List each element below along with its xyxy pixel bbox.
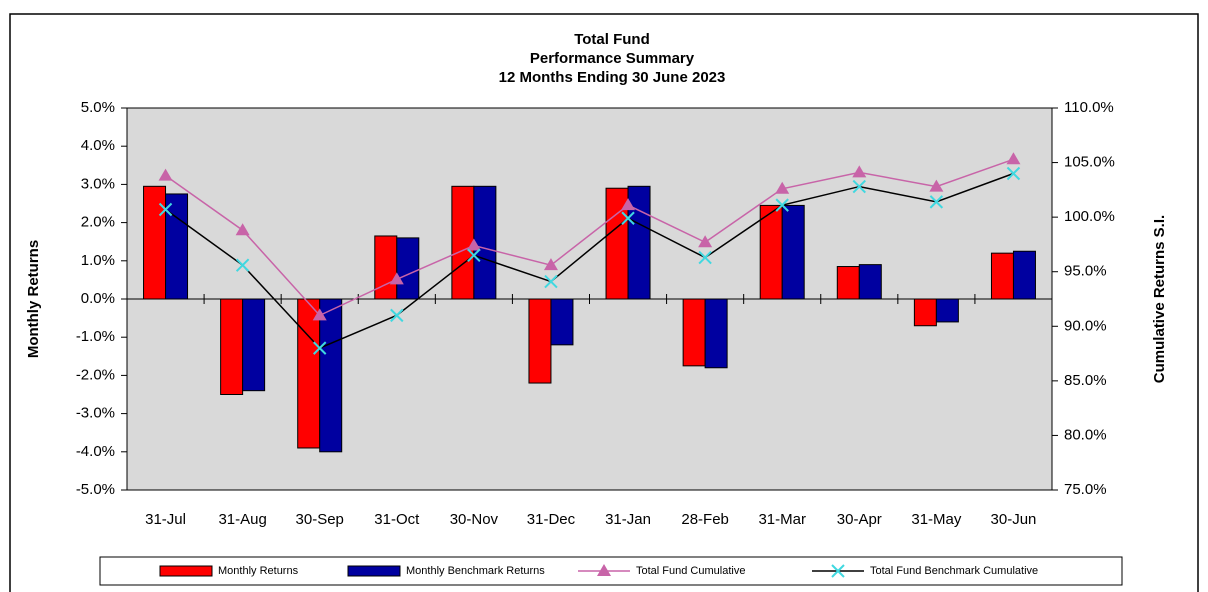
bar [627, 185, 651, 300]
bar [396, 237, 420, 300]
y-axis-label: Monthly Returns [25, 240, 42, 358]
marker [158, 202, 173, 217]
marker [1006, 152, 1021, 165]
chart-border [9, 13, 1199, 592]
legend-swatch [347, 565, 401, 577]
y2-tick-label: 110.0% [1064, 99, 1114, 116]
legend-label: Total Fund Benchmark Cumulative [870, 565, 1038, 577]
bar [451, 185, 475, 300]
y2-tick-label: 90.0% [1064, 317, 1107, 334]
marker [158, 168, 173, 181]
legend-label: Monthly Benchmark Returns [406, 565, 545, 577]
bar [550, 298, 574, 346]
x-tick-label: 30-Nov [450, 511, 499, 528]
marker [852, 165, 867, 178]
marker [775, 181, 790, 194]
y2-axis-label: Cumulative Returns S.I. [1151, 215, 1168, 383]
x-tick-label: 31-Oct [374, 511, 420, 528]
marker [543, 258, 558, 271]
marker [698, 235, 713, 248]
legend-label: Total Fund Cumulative [636, 565, 745, 577]
bar [836, 266, 860, 300]
marker [389, 272, 404, 285]
x-tick-label: 28-Feb [681, 511, 729, 528]
chart-title: Total Fund [574, 31, 650, 48]
x-tick-label: 31-Aug [218, 511, 266, 528]
marker [235, 223, 250, 236]
bar [220, 298, 244, 395]
bar [759, 204, 783, 300]
bar [704, 298, 728, 369]
y2-tick-label: 85.0% [1064, 372, 1107, 389]
y-tick-label: -3.0% [76, 405, 115, 422]
bar [1012, 250, 1036, 300]
legend-marker [831, 564, 845, 578]
bar [473, 185, 497, 300]
y2-tick-label: 105.0% [1064, 154, 1115, 171]
marker [929, 179, 944, 192]
x-tick-label: 30-Jun [991, 511, 1037, 528]
bar [913, 298, 937, 327]
marker [235, 258, 250, 272]
line [165, 158, 1014, 317]
legend-marker [597, 564, 611, 576]
chart-title: Performance Summary [530, 50, 695, 67]
x-tick-label: 31-May [911, 511, 962, 528]
y2-tick-label: 95.0% [1064, 263, 1107, 280]
bar [990, 252, 1014, 300]
y-tick-label: -1.0% [76, 328, 115, 345]
bar [682, 298, 706, 367]
bar [165, 193, 189, 300]
legend-label: Monthly Returns [218, 565, 299, 577]
y2-tick-label: 80.0% [1064, 426, 1107, 443]
y-tick-label: 5.0% [81, 99, 115, 116]
y-tick-label: -4.0% [76, 443, 115, 460]
marker [852, 179, 866, 194]
bar [858, 264, 882, 300]
bar [781, 204, 805, 300]
x-tick-label: 31-Mar [758, 511, 806, 528]
marker [621, 198, 636, 211]
marker [1006, 166, 1021, 181]
marker [544, 274, 558, 289]
y-tick-label: 2.0% [81, 214, 115, 231]
chart-title: 12 Months Ending 30 June 2023 [499, 69, 726, 86]
x-tick-label: 31-Dec [527, 511, 576, 528]
bar [319, 298, 343, 453]
legend-swatch [159, 565, 213, 577]
marker [621, 211, 635, 225]
y-tick-label: 3.0% [81, 175, 115, 192]
line [165, 172, 1014, 350]
x-tick-label: 30-Apr [837, 511, 882, 528]
marker [313, 341, 327, 355]
bar [143, 185, 167, 300]
y2-tick-label: 100.0% [1064, 208, 1115, 225]
y-tick-label: 0.0% [81, 290, 115, 307]
x-tick-label: 31-Jul [145, 511, 186, 528]
bar [935, 298, 959, 323]
bar [242, 298, 266, 392]
y2-tick-label: 75.0% [1064, 481, 1107, 498]
y-tick-label: 4.0% [81, 137, 115, 154]
marker [775, 198, 789, 212]
bar [374, 235, 398, 300]
marker [698, 250, 712, 265]
marker [312, 308, 327, 321]
y-tick-label: -2.0% [76, 366, 115, 383]
marker [929, 195, 944, 209]
marker [390, 308, 404, 323]
y-tick-label: -5.0% [76, 481, 115, 498]
marker [466, 238, 481, 251]
x-tick-label: 31-Jan [605, 511, 651, 528]
bar [528, 298, 552, 384]
bar [297, 298, 321, 449]
y-tick-label: 1.0% [81, 252, 115, 269]
x-tick-label: 30-Sep [296, 511, 344, 528]
marker [467, 248, 481, 263]
